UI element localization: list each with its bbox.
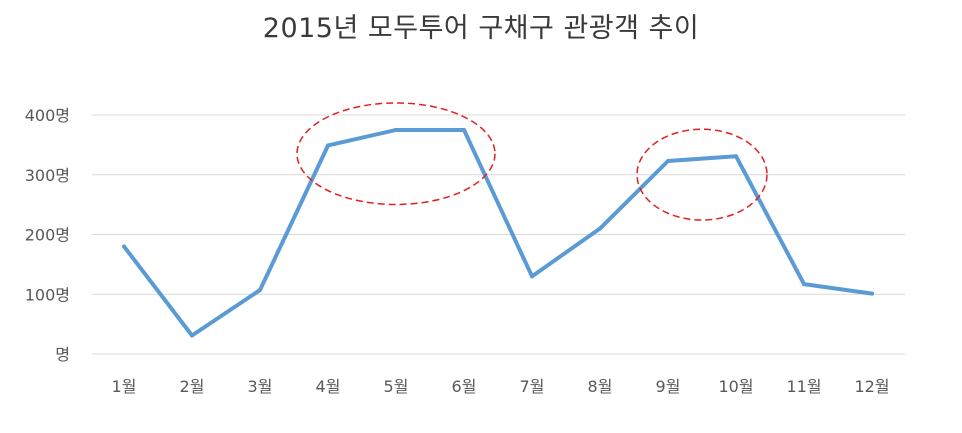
data-point <box>122 244 126 249</box>
data-point <box>802 282 806 287</box>
highlight-ellipse <box>296 102 496 206</box>
data-point <box>870 291 874 296</box>
x-tick-label: 9월 <box>656 377 681 396</box>
data-point <box>530 274 534 279</box>
y-tick-label: 명 <box>55 345 70 364</box>
data-point <box>326 143 330 148</box>
y-tick-label: 400명 <box>25 106 70 125</box>
data-point <box>666 159 670 164</box>
data-point <box>462 127 466 132</box>
data-point <box>394 127 398 132</box>
x-tick-label: 3월 <box>248 377 273 396</box>
x-tick-label: 4월 <box>316 377 341 396</box>
y-tick-label: 300명 <box>25 166 70 185</box>
data-point <box>190 333 194 338</box>
x-tick-label: 7월 <box>520 377 545 396</box>
highlight-ellipse <box>636 128 768 221</box>
x-tick-label: 12월 <box>854 377 889 396</box>
x-tick-label: 2월 <box>180 377 205 396</box>
chart-title: 2015년 모두투어 구채구 관광객 추이 <box>262 13 700 44</box>
x-tick-label: 10월 <box>718 377 753 396</box>
data-point <box>734 154 738 159</box>
x-tick-label: 8월 <box>588 377 613 396</box>
series-line <box>122 127 874 338</box>
x-tick-label: 5월 <box>384 377 409 396</box>
x-tick-label: 6월 <box>452 377 477 396</box>
x-tick-label: 1월 <box>112 377 137 396</box>
data-point <box>258 288 262 293</box>
y-tick-label: 100명 <box>25 285 70 304</box>
y-tick-label: 200명 <box>25 226 70 245</box>
data-point <box>598 226 602 231</box>
x-tick-label: 11월 <box>786 377 821 396</box>
